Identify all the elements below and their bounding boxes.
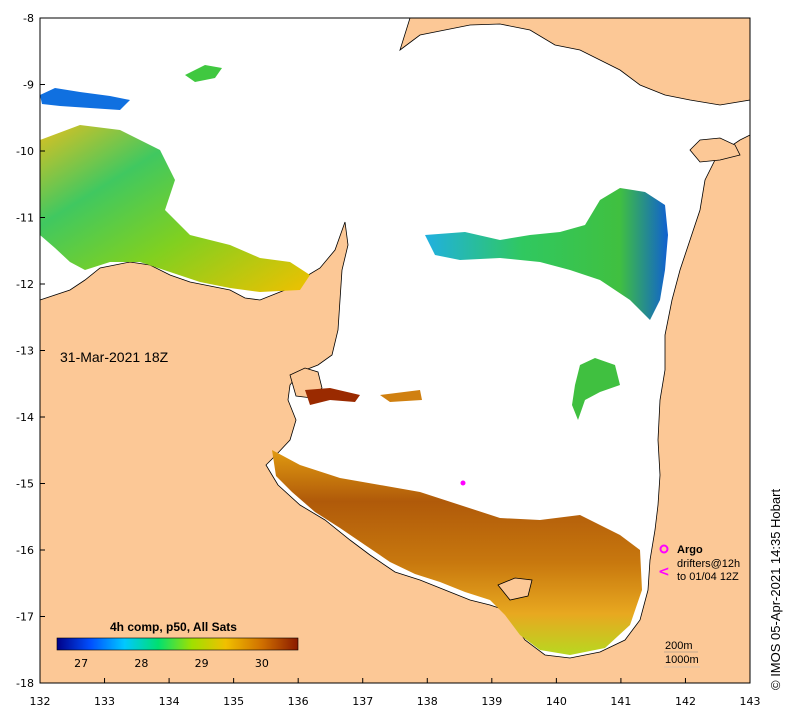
lon-axis: 132 133 134 135 136 137 138 139 140 141 142 143 — [30, 678, 761, 708]
lat-tick-label: -9 — [23, 79, 34, 92]
lat-axis: -8 -9 -10 -11 -12 -13 -14 -15 -16 -17 -18 — [16, 12, 45, 690]
lon-tick-label: 135 — [223, 695, 244, 708]
lon-tick-label: 138 — [417, 695, 438, 708]
lat-tick-label: -8 — [23, 12, 34, 25]
lon-tick-label: 142 — [675, 695, 696, 708]
lat-tick-label: -12 — [16, 278, 34, 291]
lat-tick-label: -13 — [16, 345, 34, 358]
sst-northwest — [40, 125, 310, 292]
imos-credit: © IMOS 05-Apr-2021 14:35 Hobart — [768, 489, 783, 690]
lat-tick-label: -14 — [16, 411, 34, 424]
land-new-guinea-east — [690, 138, 740, 162]
argo-marker — [460, 480, 466, 486]
lon-tick-label: 133 — [94, 695, 115, 708]
island-mornington — [498, 578, 532, 600]
isobath-1000-label: 1000m — [665, 654, 699, 666]
sst-gulf — [272, 450, 642, 655]
timestamp-label: 31-Mar-2021 18Z — [60, 349, 169, 365]
argo-legend-label: Argo — [677, 544, 703, 556]
lon-tick-label: 139 — [481, 695, 502, 708]
colorbar — [56, 637, 299, 651]
sst-hot-patch-2 — [380, 390, 422, 402]
lon-tick-label: 141 — [610, 695, 631, 708]
map-layers — [40, 18, 750, 683]
sst-east-small — [572, 358, 620, 420]
sst-hot-patch — [305, 388, 360, 405]
lon-tick-label: 137 — [352, 695, 373, 708]
lon-tick-label: 134 — [159, 695, 180, 708]
lat-tick-label: -15 — [16, 478, 34, 491]
colorbar-tick-label: 28 — [134, 657, 148, 670]
drifters-legend-line1: drifters@12h — [677, 558, 740, 570]
lat-tick-label: -16 — [16, 544, 34, 557]
lat-tick-label: -11 — [16, 212, 34, 225]
colorbar-title: 4h comp, p50, All Sats — [110, 620, 237, 634]
colorbar-ticks: 27 28 29 30 — [74, 657, 269, 670]
lon-tick-label: 140 — [546, 695, 567, 708]
drifters-legend-icon: < — [658, 564, 670, 580]
sst-northwest-green — [185, 65, 222, 82]
colorbar-tick-label: 30 — [255, 657, 269, 670]
lon-tick-label: 132 — [30, 695, 51, 708]
argo-legend-icon — [659, 544, 669, 554]
isobath-200-label: 200m — [665, 640, 693, 652]
sst-northeast — [425, 188, 668, 320]
lat-tick-label: -18 — [16, 677, 34, 690]
drifters-legend-line2: to 01/04 12Z — [677, 571, 739, 583]
sst-northwest-top — [40, 88, 130, 110]
lon-tick-label: 136 — [288, 695, 309, 708]
lat-tick-label: -17 — [16, 611, 34, 624]
land-northern-territory — [40, 135, 750, 683]
colorbar-tick-label: 27 — [74, 657, 88, 670]
lon-tick-label: 143 — [740, 695, 761, 708]
lat-tick-label: -10 — [16, 145, 34, 158]
colorbar-tick-label: 29 — [195, 657, 209, 670]
